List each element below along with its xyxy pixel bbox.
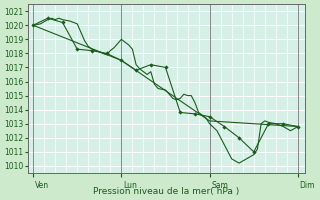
Text: Dim: Dim	[300, 181, 315, 190]
Text: Ven: Ven	[35, 181, 49, 190]
X-axis label: Pression niveau de la mer( hPa ): Pression niveau de la mer( hPa )	[93, 187, 240, 196]
Text: Sam: Sam	[212, 181, 228, 190]
Text: Lun: Lun	[123, 181, 137, 190]
